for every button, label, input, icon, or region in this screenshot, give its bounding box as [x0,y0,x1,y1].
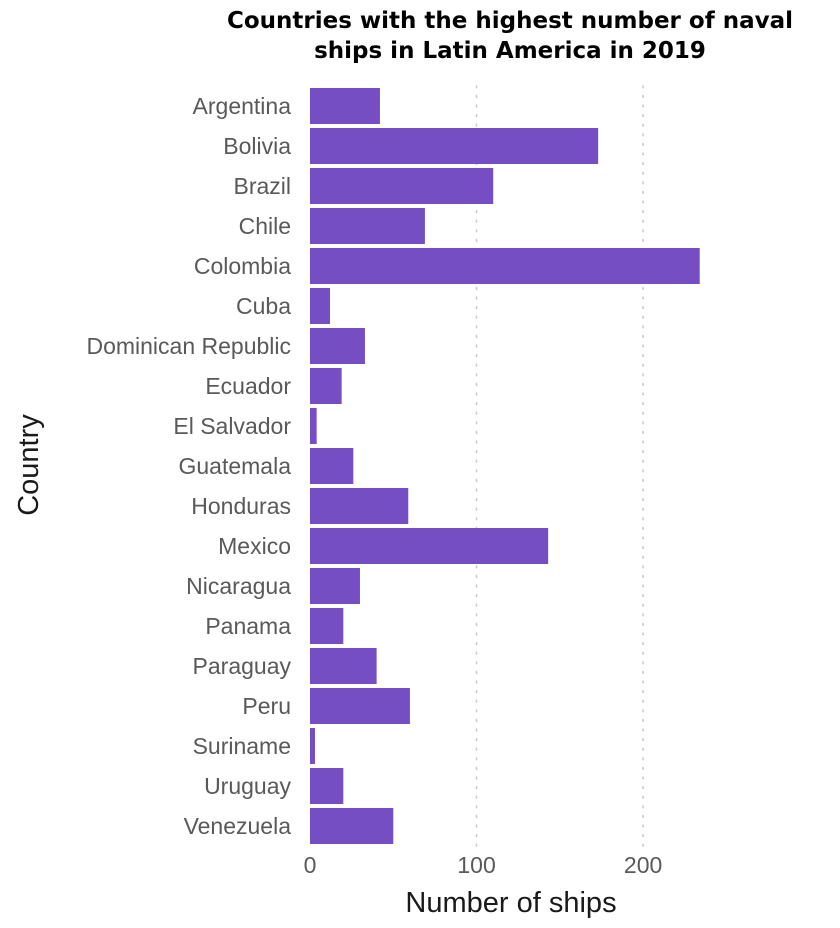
y-tick-label: Dominican Republic [86,333,291,359]
bar-dominican-republic [310,328,365,364]
y-tick-label: Ecuador [205,373,291,399]
bar-nicaragua [310,568,360,604]
bar-argentina [310,88,380,124]
y-tick-label: Guatemala [178,453,291,479]
bar-cuba [310,288,330,324]
x-tick-labels: 0 100 200 [304,852,663,878]
y-tick-label: Chile [239,213,291,239]
x-axis-title: Number of ships [405,887,616,919]
y-tick-label: Colombia [194,253,291,279]
bar-colombia [310,248,700,284]
chart-title: Countries with the highest number of nav… [150,6,840,66]
bar-peru [310,688,410,724]
chart-title-line-1: Countries with the highest number of nav… [226,8,794,34]
chart-title-line-2: ships in Latin America in 2019 [314,38,706,64]
y-tick-label: Suriname [193,733,291,759]
bar-bolivia [310,128,599,164]
bar-uruguay [310,768,344,804]
bar-ecuador [310,368,342,404]
bar-paraguay [310,648,377,684]
x-tick-label: 0 [304,852,317,878]
bar-guatemala [310,448,354,484]
y-tick-label: Bolivia [223,133,291,159]
y-tick-label: Brazil [233,173,291,199]
bar-chile [310,208,425,244]
x-tick-label: 200 [624,852,662,878]
bar-brazil [310,168,494,204]
bar-panama [310,608,344,644]
y-tick-label: Paraguay [193,653,292,679]
y-tick-labels: Argentina Bolivia Brazil Chile Colombia Cuba D… [86,93,291,839]
y-tick-label: Nicaragua [186,573,291,599]
y-tick-label: Venezuela [184,813,292,839]
bar-el-salvador [310,408,317,444]
bar-honduras [310,488,409,524]
bar-venezuela [310,808,394,844]
y-tick-label: Cuba [236,293,291,319]
y-tick-label: Honduras [191,493,291,519]
y-tick-label: Mexico [218,533,291,559]
y-tick-label: Argentina [193,93,292,119]
y-axis-title: Country [13,414,45,516]
x-tick-label: 100 [457,852,495,878]
y-tick-label: Panama [205,613,291,639]
y-tick-label: Uruguay [204,773,291,799]
bars [310,88,700,844]
gridlines [475,85,644,847]
bar-mexico [310,528,549,564]
y-tick-label: El Salvador [173,413,291,439]
bar-suriname [310,728,315,764]
y-tick-label: Peru [242,693,291,719]
